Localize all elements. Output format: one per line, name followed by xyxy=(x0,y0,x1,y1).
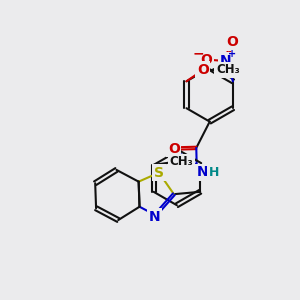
Text: H: H xyxy=(209,167,219,179)
Text: O: O xyxy=(168,142,180,155)
Text: O: O xyxy=(197,63,209,77)
Text: CH₃: CH₃ xyxy=(169,155,193,168)
Text: N: N xyxy=(220,54,231,68)
Text: O: O xyxy=(200,52,212,67)
Text: N: N xyxy=(196,165,208,179)
Text: CH₃: CH₃ xyxy=(216,64,240,76)
Text: S: S xyxy=(154,166,164,180)
Text: +: + xyxy=(228,49,236,58)
Text: N: N xyxy=(149,210,161,224)
Text: −: − xyxy=(193,46,205,61)
Text: O: O xyxy=(226,35,238,50)
